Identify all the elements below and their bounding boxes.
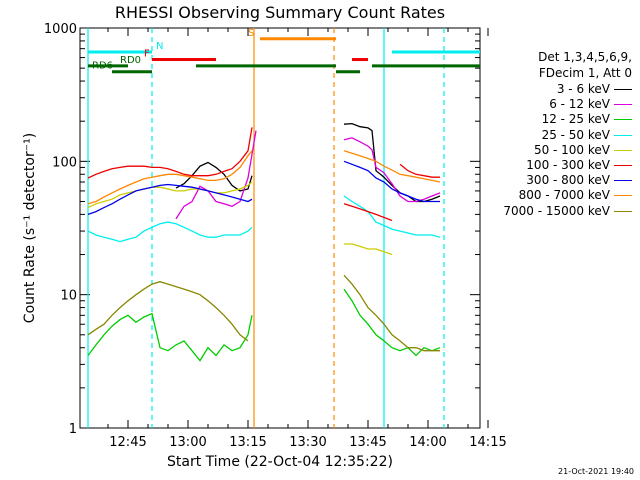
legend-label: 25 - 50 keV [541, 127, 610, 142]
series-line [87, 127, 253, 179]
legend-swatch [614, 180, 632, 182]
series-line [399, 163, 440, 178]
y-tick-label: 1 [69, 422, 77, 437]
x-tick-label: 13:30 [289, 435, 326, 450]
legend-header-1: Det 1,3,4,5,6,9, [538, 50, 632, 64]
series-line [175, 161, 253, 192]
legend-label: 50 - 100 keV [533, 142, 610, 157]
legend-entry: 50 - 100 keV [534, 143, 632, 157]
legend-entry: 800 - 7000 keV [519, 188, 632, 202]
series-line [87, 281, 249, 342]
series-line [87, 150, 253, 205]
legend-swatch [614, 119, 632, 121]
legend-swatch [614, 149, 632, 151]
legend-entry: 25 - 50 keV [542, 128, 632, 142]
legend-swatch [614, 165, 632, 166]
legend-entry: 6 - 12 keV [549, 97, 632, 111]
x-axis-label: Start Time (22-Oct-04 12:35:22) [167, 454, 393, 470]
series-line [343, 274, 440, 352]
series-line [343, 160, 440, 203]
legend-label: 300 - 800 keV [526, 173, 610, 188]
y-tick-label: 10 [60, 289, 77, 304]
y-tick-label: 1000 [44, 22, 77, 37]
series-line [343, 137, 441, 203]
legend-swatch [614, 89, 632, 90]
x-tick-label: 13:45 [349, 435, 386, 450]
series-line [344, 243, 393, 256]
legend-header-2: FDecim 1, Att 0 [538, 66, 632, 80]
legend-label: 100 - 300 keV [526, 158, 610, 172]
legend-swatch [614, 134, 632, 136]
legend-label: 3 - 6 keV [556, 82, 610, 96]
legend-entry: 100 - 300 keV [526, 158, 632, 172]
series-line [87, 183, 253, 216]
legend-swatch [614, 210, 632, 212]
state-label: N [156, 41, 163, 52]
y-axis-label: Count Rate (s⁻¹ detector⁻¹) [22, 133, 38, 323]
state-label: RD6 [92, 61, 113, 72]
series-line [87, 312, 253, 362]
x-tick-label: 13:15 [229, 435, 266, 450]
series-line [343, 195, 441, 238]
x-tick-label: 14:00 [409, 435, 446, 450]
x-tick-label: 14:15 [469, 435, 506, 450]
state-label: S [248, 28, 254, 39]
legend-entry: 300 - 800 keV [526, 173, 632, 187]
timestamp: 21-Oct-2021 19:40 [558, 467, 634, 476]
series-line [343, 122, 441, 203]
x-tick-label: 13:00 [169, 435, 206, 450]
series-line [343, 203, 393, 222]
series-line [87, 221, 253, 243]
legend-label: 6 - 12 keV [549, 97, 610, 112]
legend-entry: 7000 - 15000 keV [503, 204, 632, 218]
state-label: RD0 [120, 55, 141, 66]
legend-entry: 12 - 25 keV [542, 112, 632, 126]
plot-area: 1 10 100 1000 12:45 13:00 13:15 13:30 13:45 14:00… [44, 22, 507, 450]
y-tick-label: 100 [52, 155, 77, 170]
series-line [87, 181, 253, 209]
legend-swatch [614, 104, 632, 106]
legend-label: 12 - 25 keV [541, 112, 610, 127]
x-tick-label: 12:45 [109, 435, 146, 450]
legend-label: 800 - 7000 keV [518, 188, 610, 203]
legend-swatch [614, 195, 632, 197]
series-line [343, 150, 441, 183]
chart-title: RHESSI Observing Summary Count Rates [115, 3, 445, 22]
legend-entry: 3 - 6 keV [557, 82, 632, 96]
series-line [175, 130, 257, 220]
state-label: F [144, 49, 150, 60]
series-line [343, 288, 441, 357]
plot-frame [79, 27, 481, 429]
legend-label: 7000 - 15000 keV [503, 203, 610, 218]
